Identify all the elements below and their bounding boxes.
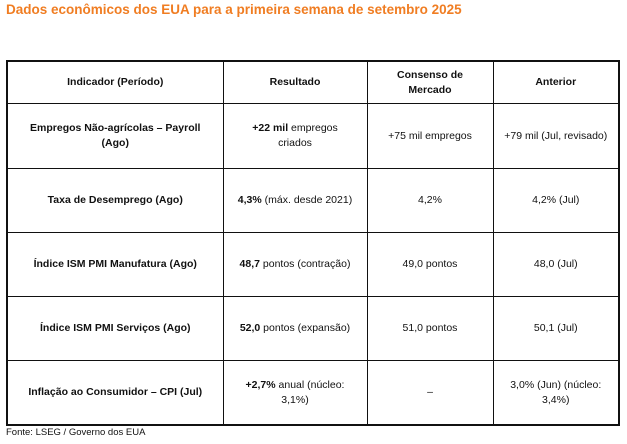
resultado-note: empregos criados xyxy=(278,122,338,149)
cell-resultado: 52,0 pontos (expansão) xyxy=(222,296,368,361)
table-row: Empregos Não-agrícolas – Payroll (Ago) +… xyxy=(6,103,620,169)
indicador-label: Empregos Não-agrícolas – Payroll (Ago) xyxy=(30,122,201,149)
header-consenso-label: Consenso de Mercado xyxy=(397,68,463,96)
cell-anterior: 4,2% (Jul) xyxy=(492,168,620,233)
anterior-label: 3,0% (Jun) (núcleo: 3,4%) xyxy=(510,378,602,406)
header-resultado: Resultado xyxy=(222,60,368,104)
cell-anterior: 50,1 (Jul) xyxy=(492,296,620,361)
cell-resultado: 48,7 pontos (contração) xyxy=(222,232,368,297)
cell-consenso: 4,2% xyxy=(366,168,494,233)
resultado-value: +22 mil xyxy=(252,122,289,134)
cell-indicador: Inflação ao Consumidor – CPI (Jul) xyxy=(6,360,224,426)
header-indicador: Indicador (Período) xyxy=(6,60,224,104)
cell-resultado: +2,7% anual (núcleo: 3,1%) xyxy=(222,360,368,426)
source-note: Fonte: LSEG / Governo dos EUA xyxy=(6,427,146,438)
resultado-note: anual (núcleo: 3,1%) xyxy=(275,378,345,406)
page-title: Dados econômicos dos EUA para a primeira… xyxy=(6,2,462,17)
table-row: Índice ISM PMI Serviços (Ago) 52,0 ponto… xyxy=(6,296,620,361)
cell-indicador: Índice ISM PMI Manufatura (Ago) xyxy=(6,232,224,297)
cell-resultado: +22 mil empregos criados xyxy=(222,103,368,169)
cell-anterior: 3,0% (Jun) (núcleo: 3,4%) xyxy=(492,360,620,426)
resultado-note: pontos (expansão) xyxy=(260,322,351,334)
cell-consenso: – xyxy=(366,360,494,426)
table-row: Inflação ao Consumidor – CPI (Jul) +2,7%… xyxy=(6,360,620,426)
cell-anterior: +79 mil (Jul, revisado) xyxy=(492,103,620,169)
table-row: Índice ISM PMI Manufatura (Ago) 48,7 pon… xyxy=(6,232,620,297)
resultado-value: 52,0 xyxy=(239,322,261,334)
cell-indicador: Taxa de Desemprego (Ago) xyxy=(6,168,224,233)
header-consenso: Consenso de Mercado xyxy=(366,60,494,104)
resultado-value: +2,7% xyxy=(245,378,276,391)
table-header-row: Indicador (Período) Resultado Consenso d… xyxy=(6,60,620,104)
table-row: Taxa de Desemprego (Ago) 4,3% (máx. desd… xyxy=(6,168,620,233)
cell-resultado: 4,3% (máx. desde 2021) xyxy=(222,168,368,233)
resultado-note: pontos (contração) xyxy=(259,258,351,270)
cell-indicador: Empregos Não-agrícolas – Payroll (Ago) xyxy=(6,103,224,169)
cell-consenso: +75 mil empregos xyxy=(366,103,494,169)
cell-anterior: 48,0 (Jul) xyxy=(492,232,620,297)
cell-consenso: 49,0 pontos xyxy=(366,232,494,297)
header-anterior: Anterior xyxy=(492,60,620,104)
resultado-value: 48,7 xyxy=(239,258,260,270)
cell-indicador: Índice ISM PMI Serviços (Ago) xyxy=(6,296,224,361)
resultado-value: 4,3% xyxy=(237,194,262,206)
cell-consenso: 51,0 pontos xyxy=(366,296,494,361)
economic-data-table: Indicador (Período) Resultado Consenso d… xyxy=(6,60,620,426)
resultado-note: (máx. desde 2021) xyxy=(261,194,353,206)
